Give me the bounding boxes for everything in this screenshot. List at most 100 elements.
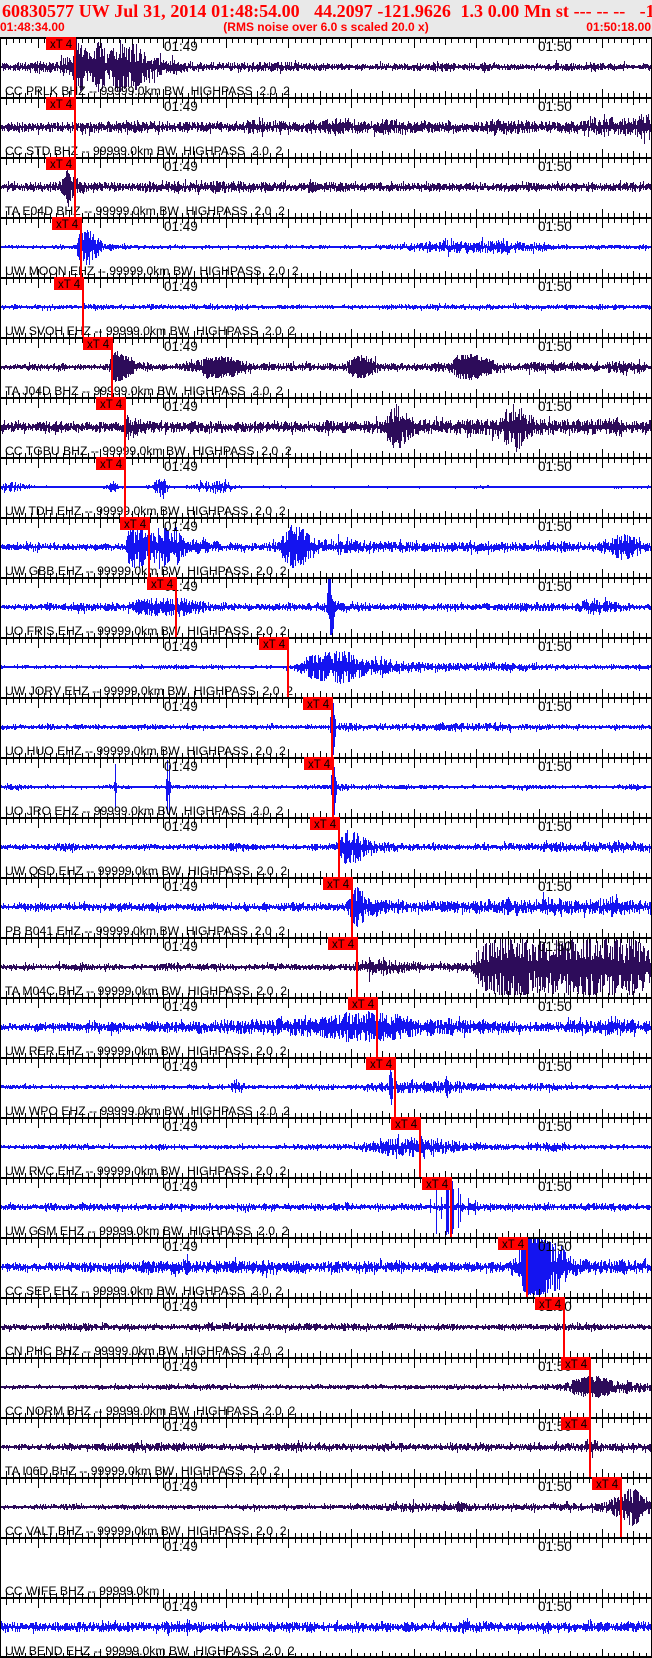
svg-text:CC VALT BHZ -- 99999.0km BW H: CC VALT BHZ -- 99999.0km BW HIGHPASS 2.0…: [5, 1524, 287, 1538]
svg-text:xT 4: xT 4: [565, 1419, 588, 1431]
svg-text:xT 4: xT 4: [124, 519, 147, 531]
svg-text:xT 4: xT 4: [314, 819, 337, 831]
svg-text:UO HUO EHZ -- 99999.0km BW HI: UO HUO EHZ -- 99999.0km BW HIGHPASS 2.0 …: [5, 744, 286, 758]
svg-text:01:49: 01:49: [164, 159, 198, 174]
svg-text:01:49: 01:49: [164, 1059, 198, 1074]
svg-text:CC WIFE BHZ -- 99999.0km: CC WIFE BHZ -- 99999.0km: [5, 1584, 159, 1598]
svg-text:01:50: 01:50: [538, 1479, 572, 1494]
svg-text:xT 4: xT 4: [87, 339, 110, 351]
svg-text:01:50: 01:50: [538, 1539, 572, 1554]
svg-text:CC SEP EHZ -- 99999.0km BW HI: CC SEP EHZ -- 99999.0km BW HIGHPASS 2.0 …: [5, 1284, 282, 1298]
svg-text:01:49: 01:49: [164, 879, 198, 894]
svg-text:01:49: 01:49: [164, 1359, 198, 1374]
svg-text:xT 4: xT 4: [50, 99, 73, 111]
svg-text:01:50: 01:50: [538, 1119, 572, 1134]
svg-text:xT 4: xT 4: [50, 39, 73, 51]
svg-text:01:50: 01:50: [538, 159, 572, 174]
svg-text:xT 4: xT 4: [426, 1179, 449, 1191]
svg-text:01:50: 01:50: [538, 519, 572, 534]
svg-text:01:49: 01:49: [164, 459, 198, 474]
svg-text:UW JORV EHZ -- 99999.0km BW H: UW JORV EHZ -- 99999.0km BW HIGHPASS 2.0…: [5, 684, 293, 698]
svg-text:01:50: 01:50: [538, 1179, 572, 1194]
svg-text:01:49: 01:49: [164, 819, 198, 834]
svg-text:PB B041 EHZ -- 99999.0km BW H: PB B041 EHZ -- 99999.0km BW HIGHPASS 2.0…: [5, 924, 285, 938]
svg-text:xT 4: xT 4: [596, 1479, 619, 1491]
svg-text:01:49: 01:49: [164, 339, 198, 354]
svg-text:xT 4: xT 4: [332, 939, 355, 951]
svg-text:CC TGBU BHZ -- 99999.0km BW H: CC TGBU BHZ -- 99999.0km BW HIGHPASS 2.0…: [5, 444, 292, 458]
svg-text:01:50: 01:50: [538, 399, 572, 414]
svg-text:UW SVOH EHZ -- 99999.0km BW H: UW SVOH EHZ -- 99999.0km BW HIGHPASS 2.0…: [5, 324, 296, 338]
svg-text:01:49: 01:49: [164, 1599, 198, 1614]
svg-text:01:49: 01:49: [164, 399, 198, 414]
svg-text:xT 4: xT 4: [58, 279, 81, 291]
svg-text:01:50: 01:50: [538, 1059, 572, 1074]
svg-text:01:49: 01:49: [164, 1179, 198, 1194]
svg-text:UW TDH EHZ -- 99999.0km BW HI: UW TDH EHZ -- 99999.0km BW HIGHPASS 2.0 …: [5, 504, 286, 518]
svg-text:xT 4: xT 4: [370, 1059, 393, 1071]
svg-text:TA J04D BHZ -- 99999.0km BW H: TA J04D BHZ -- 99999.0km BW HIGHPASS 2.0…: [5, 384, 283, 398]
svg-text:01:49: 01:49: [164, 219, 198, 234]
svg-text:01:50: 01:50: [538, 459, 572, 474]
svg-text:xT 4: xT 4: [56, 219, 79, 231]
svg-text:01:50: 01:50: [538, 879, 572, 894]
svg-text:CC PRLK BHZ -- 99999.0km BW H: CC PRLK BHZ -- 99999.0km BW HIGHPASS 2.0…: [5, 84, 290, 98]
svg-text:01:50: 01:50: [538, 819, 572, 834]
svg-text:CN PHC BHZ -- 99999.0km BW HI: CN PHC BHZ -- 99999.0km BW HIGHPASS 2.0 …: [5, 1344, 284, 1358]
svg-text:01:49: 01:49: [164, 1119, 198, 1134]
svg-text:xT 4: xT 4: [502, 1239, 525, 1251]
svg-text:01:49: 01:49: [164, 939, 198, 954]
svg-text:01:50: 01:50: [538, 999, 572, 1014]
svg-text:UW RER EHZ -- 99999.0km BW HI: UW RER EHZ -- 99999.0km BW HIGHPASS 2.0 …: [5, 1044, 287, 1058]
svg-text:UW WPO EHZ -- 99999.0km BW HI: UW WPO EHZ -- 99999.0km BW HIGHPASS 2.0 …: [5, 1104, 290, 1118]
svg-text:01:49: 01:49: [164, 1539, 198, 1554]
svg-text:01:50: 01:50: [538, 339, 572, 354]
svg-text:01:50: 01:50: [538, 1599, 572, 1614]
svg-text:01:50: 01:50: [538, 99, 572, 114]
svg-text:01:50: 01:50: [538, 219, 572, 234]
svg-text:01:49: 01:49: [164, 699, 198, 714]
svg-text:UW GBB EHZ -- 99999.0km BW HI: UW GBB EHZ -- 99999.0km BW HIGHPASS 2.0 …: [5, 564, 287, 578]
svg-text:TA M04C BHZ -- 99999.0km BW H: TA M04C BHZ -- 99999.0km BW HIGHPASS 2.0…: [5, 984, 287, 998]
svg-text:UW RVC EHZ -- 99999.0km BW HI: UW RVC EHZ -- 99999.0km BW HIGHPASS 2.0 …: [5, 1164, 287, 1178]
svg-text:01:49: 01:49: [164, 99, 198, 114]
svg-text:TA E04D BHZ -- 99999.0km BW H: TA E04D BHZ -- 99999.0km BW HIGHPASS 2.0…: [5, 204, 285, 218]
svg-text:UW MOON EHZ -- 99999.0km BW H: UW MOON EHZ -- 99999.0km BW HIGHPASS 2.0…: [5, 264, 299, 278]
svg-text:xT 4: xT 4: [395, 1119, 418, 1131]
svg-text:xT 4: xT 4: [151, 579, 174, 591]
svg-text:01:49: 01:49: [164, 759, 198, 774]
svg-text:01:49: 01:49: [164, 39, 198, 54]
svg-text:01:50: 01:50: [538, 1239, 572, 1254]
svg-text:01:49: 01:49: [164, 1299, 198, 1314]
svg-text:xT 4: xT 4: [50, 159, 73, 171]
svg-text:xT 4: xT 4: [565, 1359, 588, 1371]
svg-text:CC STD BHZ -- 99999.0km BW HI: CC STD BHZ -- 99999.0km BW HIGHPASS 2.0 …: [5, 144, 283, 158]
svg-text:xT 4: xT 4: [539, 1299, 562, 1311]
svg-text:CC NORM BHZ -- 99999.0km BW H: CC NORM BHZ -- 99999.0km BW HIGHPASS 2.0…: [5, 1404, 296, 1418]
svg-text:01:50: 01:50: [538, 939, 572, 954]
svg-text:01:49: 01:49: [164, 639, 198, 654]
svg-text:01:49: 01:49: [164, 999, 198, 1014]
svg-text:UO JRO EHZ -- 99999.0km BW HI: UO JRO EHZ -- 99999.0km BW HIGHPASS 2.0 …: [5, 804, 283, 818]
svg-text:xT 4: xT 4: [100, 459, 123, 471]
svg-text:xT 4: xT 4: [308, 759, 331, 771]
svg-text:01:50: 01:50: [538, 699, 572, 714]
svg-text:01:50: 01:50: [538, 639, 572, 654]
svg-text:UO FRIS EHZ -- 99999.0km BW H: UO FRIS EHZ -- 99999.0km BW HIGHPASS 2.0…: [5, 624, 287, 638]
svg-text:01:49: 01:49: [164, 1419, 198, 1434]
svg-text:TA I06D BHZ -- 99999.0km BW H: TA I06D BHZ -- 99999.0km BW HIGHPASS 2.0…: [5, 1464, 280, 1478]
svg-text:UW QSD EHZ -- 99999.0km BW HI: UW QSD EHZ -- 99999.0km BW HIGHPASS 2.0 …: [5, 864, 287, 878]
svg-text:01:49: 01:49: [164, 1479, 198, 1494]
svg-text:xT 4: xT 4: [100, 399, 123, 411]
svg-text:UW GSM EHZ -- 99999.0km BW HI: UW GSM EHZ -- 99999.0km BW HIGHPASS 2.0 …: [5, 1224, 289, 1238]
svg-text:xT 4: xT 4: [327, 879, 350, 891]
svg-text:01:49: 01:49: [164, 519, 198, 534]
svg-text:01:50: 01:50: [538, 279, 572, 294]
svg-text:UW BEND EHZ -- 99999.0km BW H: UW BEND EHZ -- 99999.0km BW HIGHPASS 2.0…: [5, 1644, 295, 1658]
svg-text:01:49: 01:49: [164, 279, 198, 294]
svg-text:01:50: 01:50: [538, 39, 572, 54]
svg-text:xT 4: xT 4: [307, 699, 330, 711]
svg-text:xT 4: xT 4: [352, 999, 375, 1011]
svg-text:xT 4: xT 4: [263, 639, 286, 651]
svg-text:01:50: 01:50: [538, 759, 572, 774]
